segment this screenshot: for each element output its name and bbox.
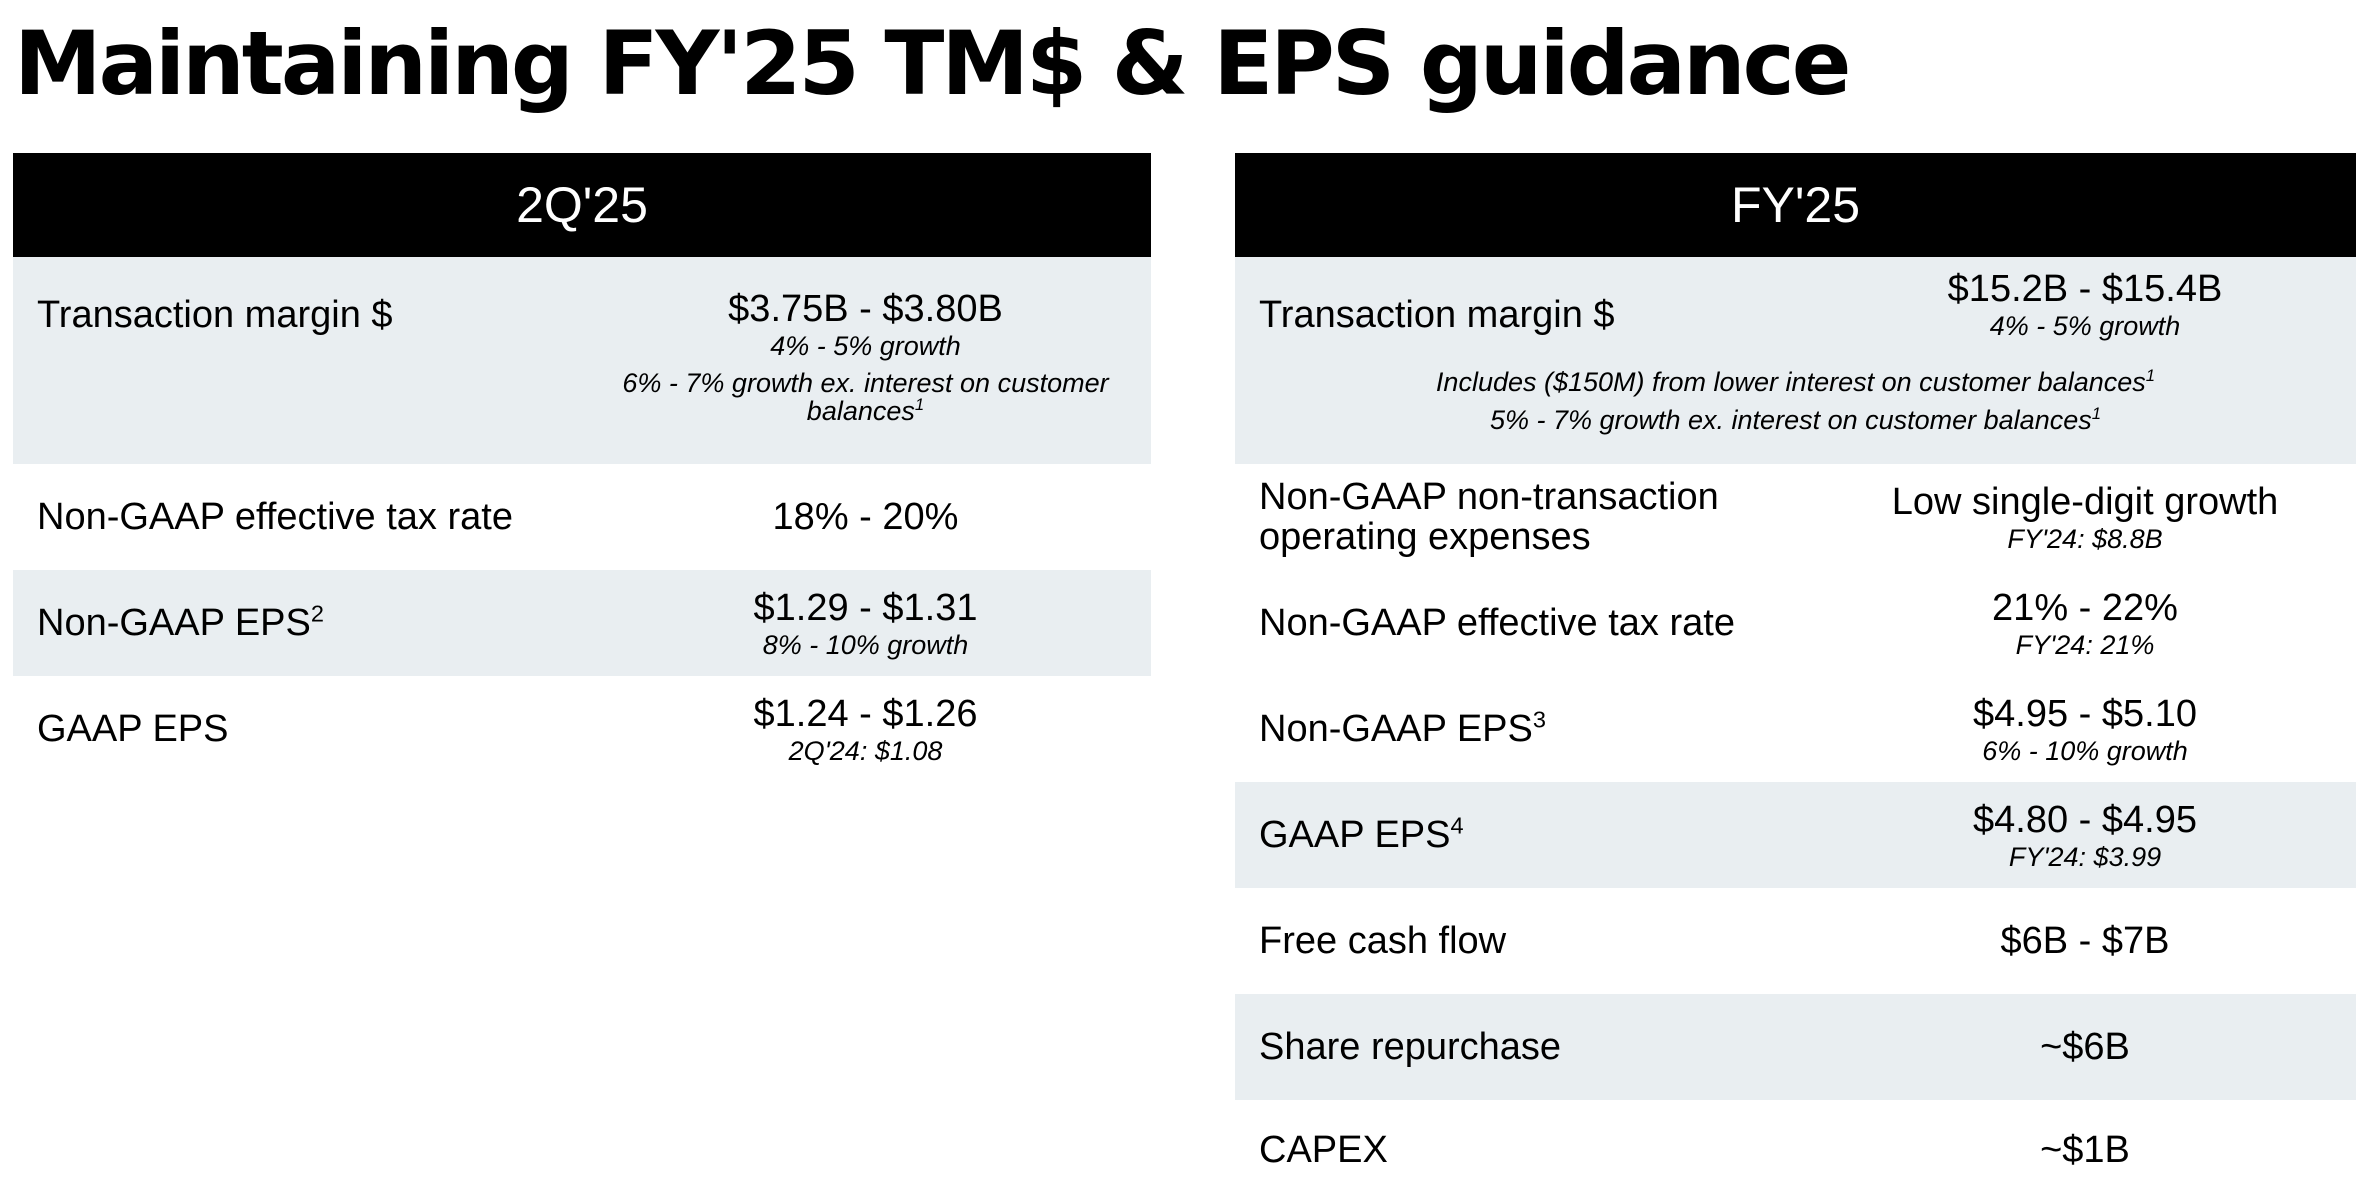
table-row: Non-GAAP EPS3 $4.95 - $5.10 6% - 10% gro…: [1235, 676, 2356, 782]
row-value: ~$1B: [1820, 1100, 2350, 1200]
row-value: $3.75B - $3.80B 4% - 5% growth 6% - 7% g…: [583, 257, 1148, 464]
row-label: Non-GAAP effective tax rate: [1259, 602, 1735, 644]
value-sub: 6% - 10% growth: [1982, 736, 2188, 766]
row-value: $4.80 - $4.95 FY'24: $3.99: [1820, 782, 2350, 888]
row-label: Transaction margin $: [1259, 294, 1615, 336]
row-label: Share repurchase: [1259, 1026, 1562, 1068]
row-value: $1.29 - $1.31 8% - 10% growth: [583, 570, 1148, 676]
value-main: ~$6B: [2040, 1026, 2130, 1068]
value-main: $1.29 - $1.31: [753, 587, 978, 629]
row-label: CAPEX: [1259, 1129, 1388, 1171]
row-label: Non-GAAP EPS2: [37, 600, 324, 644]
row-value: $15.2B - $15.4B 4% - 5% growth: [1820, 257, 2350, 341]
value-main: $6B - $7B: [2000, 920, 2170, 962]
value-sub: 2Q'24: $1.08: [788, 736, 943, 766]
table-header: FY'25: [1235, 153, 2356, 257]
value-note: Includes ($150M) from lower interest on …: [1435, 366, 2156, 435]
row-label: Non-GAAP non-transaction operating expen…: [1259, 476, 1719, 558]
table-row: Non-GAAP EPS2 $1.29 - $1.31 8% - 10% gro…: [13, 570, 1151, 676]
row-value: $1.24 - $1.26 2Q'24: $1.08: [583, 676, 1148, 782]
table-row: GAAP EPS4 $4.80 - $4.95 FY'24: $3.99: [1235, 782, 2356, 888]
quarter-guidance-table: 2Q'25 Transaction margin $ $3.75B - $3.8…: [13, 153, 1151, 782]
value-sub: 4% - 5% growth: [1989, 311, 2181, 341]
row-value: $6B - $7B: [1820, 888, 2350, 994]
value-main: 18% - 20%: [772, 496, 959, 538]
page-title: Maintaining FY'25 TM$ & EPS guidance: [14, 12, 1851, 115]
value-sub: FY'24: $8.8B: [2007, 524, 2163, 554]
value-main: ~$1B: [2040, 1129, 2130, 1171]
value-main: $4.80 - $4.95: [1973, 799, 2197, 841]
table-row: GAAP EPS $1.24 - $1.26 2Q'24: $1.08: [13, 676, 1151, 782]
row-value: Low single-digit growth FY'24: $8.8B: [1820, 464, 2350, 570]
value-sub: 4% - 5% growth: [770, 331, 961, 361]
full-year-guidance-table: FY'25 Transaction margin $ $15.2B - $15.…: [1235, 153, 2356, 1200]
table-row: Free cash flow $6B - $7B: [1235, 888, 2356, 994]
value-sub: FY'24: 21%: [2015, 630, 2155, 660]
table-row: CAPEX ~$1B: [1235, 1100, 2356, 1200]
value-main: $3.75B - $3.80B: [728, 288, 1003, 330]
row-value: $4.95 - $5.10 6% - 10% growth: [1820, 676, 2350, 782]
table-row: Non-GAAP effective tax rate 18% - 20%: [13, 464, 1151, 570]
table-row: Non-GAAP non-transaction operating expen…: [1235, 464, 2356, 570]
value-main: $15.2B - $15.4B: [1947, 268, 2223, 310]
table-row: Transaction margin $ $15.2B - $15.4B 4% …: [1235, 257, 2356, 464]
table-row: Share repurchase ~$6B: [1235, 994, 2356, 1100]
row-label: Non-GAAP EPS3: [1259, 706, 1546, 750]
value-main: 21% - 22%: [1992, 587, 2178, 629]
row-label: Free cash flow: [1259, 920, 1507, 962]
table-row: Non-GAAP effective tax rate 21% - 22% FY…: [1235, 570, 2356, 676]
table-row: Transaction margin $ $3.75B - $3.80B 4% …: [13, 257, 1151, 464]
row-value: ~$6B: [1820, 994, 2350, 1100]
row-label: Transaction margin $: [37, 294, 393, 336]
row-label: GAAP EPS: [37, 708, 229, 750]
row-value: 21% - 22% FY'24: 21%: [1820, 570, 2350, 676]
value-main: $1.24 - $1.26: [753, 693, 978, 735]
table-header: 2Q'25: [13, 153, 1151, 257]
value-main: Low single-digit growth: [1891, 481, 2279, 523]
row-label: GAAP EPS4: [1259, 812, 1464, 856]
row-label: Non-GAAP effective tax rate: [37, 496, 513, 538]
value-note: 6% - 7% growth ex. interest on customer …: [622, 368, 1109, 426]
value-main: $4.95 - $5.10: [1973, 693, 2197, 735]
row-value: 18% - 20%: [583, 464, 1148, 570]
value-sub: 8% - 10% growth: [762, 630, 969, 660]
value-sub: FY'24: $3.99: [2008, 842, 2162, 872]
